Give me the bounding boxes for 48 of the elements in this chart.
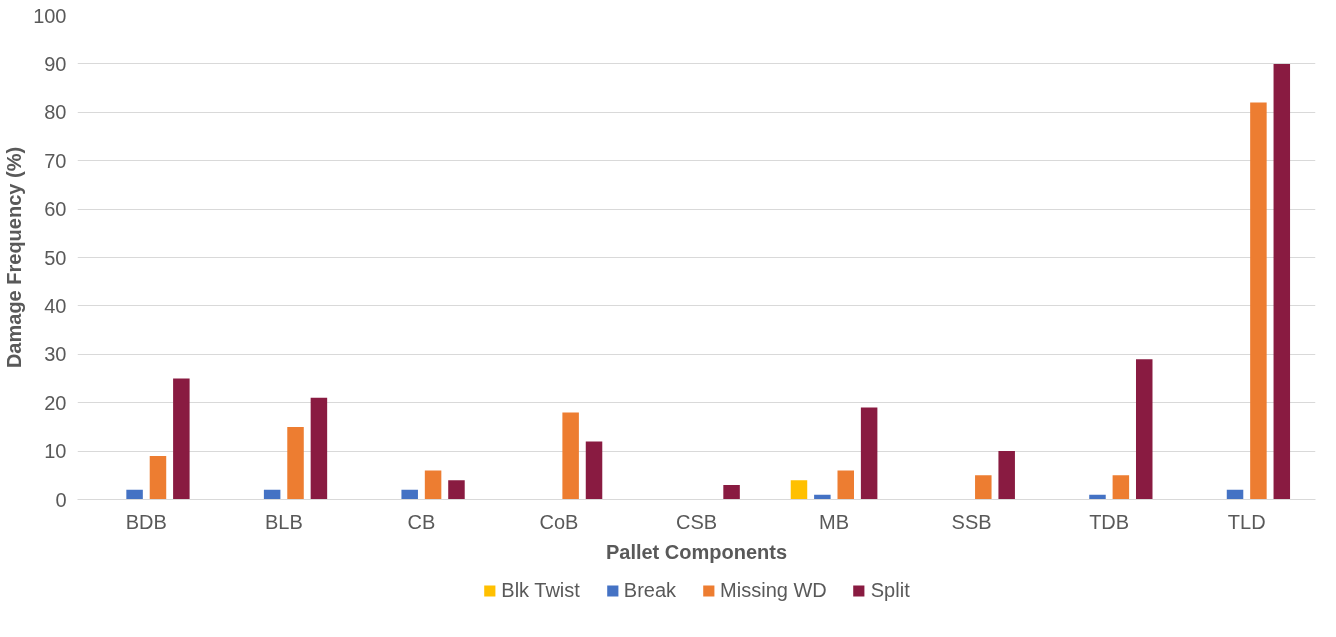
bar bbox=[562, 412, 579, 500]
legend-label: Break bbox=[623, 578, 677, 602]
bar bbox=[1250, 102, 1267, 500]
y-tick-label: 30 bbox=[44, 343, 67, 366]
bar bbox=[173, 378, 190, 500]
legend-label: Blk Twist bbox=[501, 578, 580, 602]
bar bbox=[424, 470, 442, 500]
bar bbox=[790, 480, 808, 500]
y-tick-label: 0 bbox=[55, 488, 67, 511]
bar bbox=[1273, 63, 1291, 500]
bar bbox=[998, 451, 1015, 500]
bar bbox=[1226, 489, 1244, 500]
bar bbox=[401, 489, 418, 500]
x-tick-label: BLB bbox=[264, 510, 303, 533]
x-axis-title: Pallet Components bbox=[605, 540, 788, 563]
bar bbox=[975, 475, 992, 500]
bar bbox=[310, 397, 328, 500]
bar bbox=[126, 489, 143, 500]
bar bbox=[1112, 475, 1130, 500]
bar bbox=[287, 426, 304, 500]
y-tick-label: 80 bbox=[44, 101, 67, 124]
x-tick-label: CoB bbox=[539, 510, 579, 533]
y-tick-label: 50 bbox=[44, 246, 67, 269]
x-tick-label: TDB bbox=[1089, 510, 1130, 533]
bar bbox=[585, 441, 603, 500]
x-tick-label: MB bbox=[819, 510, 850, 533]
bar bbox=[263, 489, 281, 500]
y-tick-label: 70 bbox=[44, 149, 67, 172]
legend-label: Split bbox=[870, 578, 910, 602]
x-tick-label: TLD bbox=[1227, 510, 1266, 533]
y-tick-label: 40 bbox=[44, 294, 67, 317]
y-tick-label: 60 bbox=[44, 198, 67, 221]
y-axis-title: Damage Frequency (%) bbox=[3, 146, 26, 369]
y-tick-label: 10 bbox=[44, 440, 67, 463]
bar bbox=[723, 484, 740, 500]
bar bbox=[860, 407, 878, 500]
bar bbox=[1135, 359, 1153, 500]
bar bbox=[149, 455, 167, 500]
y-tick-label: 100 bbox=[33, 4, 67, 27]
y-tick-label: 20 bbox=[44, 391, 67, 414]
x-tick-label: CSB bbox=[675, 510, 718, 533]
legend-label: Missing WD bbox=[720, 578, 827, 602]
bar bbox=[448, 480, 465, 500]
x-tick-label: BDB bbox=[125, 510, 167, 533]
y-tick-label: 90 bbox=[44, 52, 67, 75]
x-tick-label: SSB bbox=[951, 510, 992, 533]
x-tick-label: CB bbox=[407, 510, 436, 533]
bar bbox=[837, 470, 854, 500]
